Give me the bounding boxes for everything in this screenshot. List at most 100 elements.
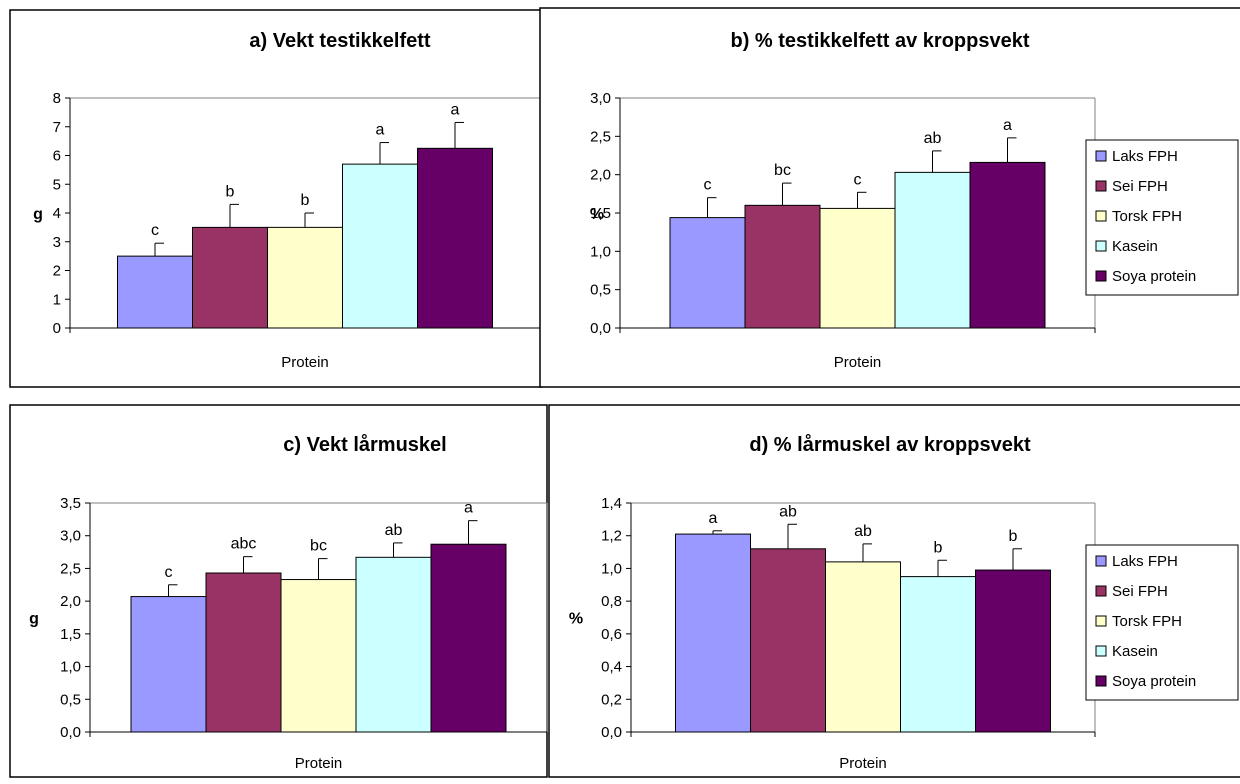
bar-soya-protein — [969, 161, 1046, 329]
bar-torsk-fph — [825, 561, 901, 733]
legend-swatch — [1095, 240, 1107, 252]
y-tick-label: 1 — [53, 291, 61, 308]
y-tick-label: 3,5 — [60, 495, 81, 512]
legend-entry: Torsk FPH — [1112, 613, 1182, 630]
legend-entry: Soya protein — [1112, 268, 1196, 285]
y-tick-label: 4 — [53, 205, 61, 222]
significance-label: abc — [231, 536, 257, 553]
bar-sei-fph — [750, 548, 826, 733]
significance-label: a — [464, 500, 473, 517]
y-tick-label: 2,0 — [590, 167, 611, 184]
significance-label: b — [226, 183, 235, 200]
bar-sei-fph — [744, 204, 821, 329]
legend-box — [1085, 544, 1239, 701]
y-tick-label: 5 — [53, 176, 61, 193]
chart-panel-2: b) % testikkelfett av kroppsvekt 0,0 0,5 1,… — [539, 7, 1240, 388]
chart-title: c) Vekt lårmuskel — [283, 433, 446, 456]
y-tick-label: 0,2 — [601, 691, 622, 708]
bar-torsk-fph — [819, 207, 896, 329]
legend-entry: Kasein — [1112, 643, 1158, 660]
significance-label: ab — [385, 522, 403, 539]
bar-kasein — [342, 163, 418, 329]
bar-laks-fph — [669, 217, 746, 329]
y-tick-label: 1,2 — [601, 528, 622, 545]
y-tick-label: 0,4 — [601, 659, 622, 676]
y-tick-label: 1,0 — [60, 659, 81, 676]
bar-soya-protein — [430, 543, 507, 733]
bar-kasein — [894, 171, 971, 329]
bar-kasein — [900, 576, 976, 733]
y-tick-label: 1,0 — [590, 243, 611, 260]
legend-swatch — [1095, 555, 1107, 567]
significance-label: bc — [774, 162, 791, 179]
significance-label: b — [934, 539, 943, 556]
y-tick-label: 0,0 — [60, 724, 81, 741]
significance-label: a — [376, 122, 385, 139]
legend-entry: Soya protein — [1112, 673, 1196, 690]
y-axis-label: g — [29, 611, 39, 628]
legend-swatch — [1095, 210, 1107, 222]
legend-entry: Sei FPH — [1112, 178, 1168, 195]
bar-laks-fph — [130, 596, 207, 733]
legend-entry: Sei FPH — [1112, 583, 1168, 600]
significance-label: ab — [924, 130, 942, 147]
legend: Laks FPH Sei FPH Torsk FPH Kasein Soya prote… — [1085, 139, 1239, 296]
legend-entry: Laks FPH — [1112, 148, 1178, 165]
legend-entry: Laks FPH — [1112, 553, 1178, 570]
significance-label: b — [1009, 528, 1018, 545]
significance-label: a — [709, 510, 718, 527]
y-tick-label: 1,4 — [601, 495, 622, 512]
y-tick-label: 1,5 — [60, 626, 81, 643]
chart-panel-4: d) % lårmuskel av kroppsvekt 0,0 0,2 0,4 0,6… — [548, 404, 1240, 778]
y-axis-label: g — [33, 206, 43, 223]
bar-soya-protein — [417, 147, 493, 329]
y-axis-label: % — [590, 206, 604, 223]
y-tick-label: 2,5 — [60, 560, 81, 577]
legend-entry: Torsk FPH — [1112, 208, 1182, 225]
legend-swatch — [1095, 585, 1107, 597]
y-tick-label: 1,5 — [590, 205, 611, 222]
chart-title: d) % lårmuskel av kroppsvekt — [749, 433, 1031, 456]
legend-swatch — [1095, 645, 1107, 657]
significance-label: a — [451, 101, 460, 118]
x-axis-label: Protein — [295, 755, 343, 772]
bar-torsk-fph — [267, 226, 343, 329]
legend-swatch — [1095, 615, 1107, 627]
y-tick-label: 0 — [53, 320, 61, 337]
y-tick-label: 3,0 — [60, 528, 81, 545]
y-tick-label: 2,5 — [590, 128, 611, 145]
legend-entry: Kasein — [1112, 238, 1158, 255]
y-tick-label: 0,6 — [601, 626, 622, 643]
x-axis-label: Protein — [834, 354, 882, 371]
y-tick-label: 3,0 — [590, 90, 611, 107]
x-axis-label: Protein — [839, 755, 887, 772]
bar-sei-fph — [192, 226, 268, 329]
significance-label: ab — [854, 523, 872, 540]
chart-title: a) Vekt testikkelfett — [249, 30, 431, 52]
y-tick-label: 0,0 — [590, 320, 611, 337]
bar-soya-protein — [975, 569, 1051, 733]
significance-label: b — [301, 192, 310, 209]
y-tick-label: 0,0 — [601, 724, 622, 741]
x-axis-label: Protein — [281, 354, 329, 371]
y-tick-label: 3 — [53, 234, 61, 251]
bar-laks-fph — [675, 533, 751, 733]
bar-kasein — [355, 556, 432, 733]
chart-panel-1: a) Vekt testikkelfett 0 1 2 3 4 5 6 7 8 c b b a a Prote… — [9, 9, 543, 388]
significance-label: c — [704, 177, 712, 194]
significance-label: a — [1003, 117, 1012, 134]
y-tick-label: 0,5 — [60, 691, 81, 708]
y-tick-label: 2,0 — [60, 593, 81, 610]
legend-swatch — [1095, 270, 1107, 282]
chart-panel-3: c) Vekt lårmuskel 0,0 0,5 1,0 1,5 2,0 2,5 3,0 3,… — [9, 404, 548, 778]
y-tick-label: 0,8 — [601, 593, 622, 610]
legend-box — [1085, 139, 1239, 296]
y-tick-label: 6 — [53, 148, 61, 165]
y-tick-label: 7 — [53, 119, 61, 136]
significance-label: bc — [310, 538, 327, 555]
bar-torsk-fph — [280, 579, 357, 733]
y-tick-label: 8 — [53, 90, 61, 107]
chart-title: b) % testikkelfett av kroppsvekt — [731, 30, 1030, 52]
y-tick-label: 2 — [53, 263, 61, 280]
